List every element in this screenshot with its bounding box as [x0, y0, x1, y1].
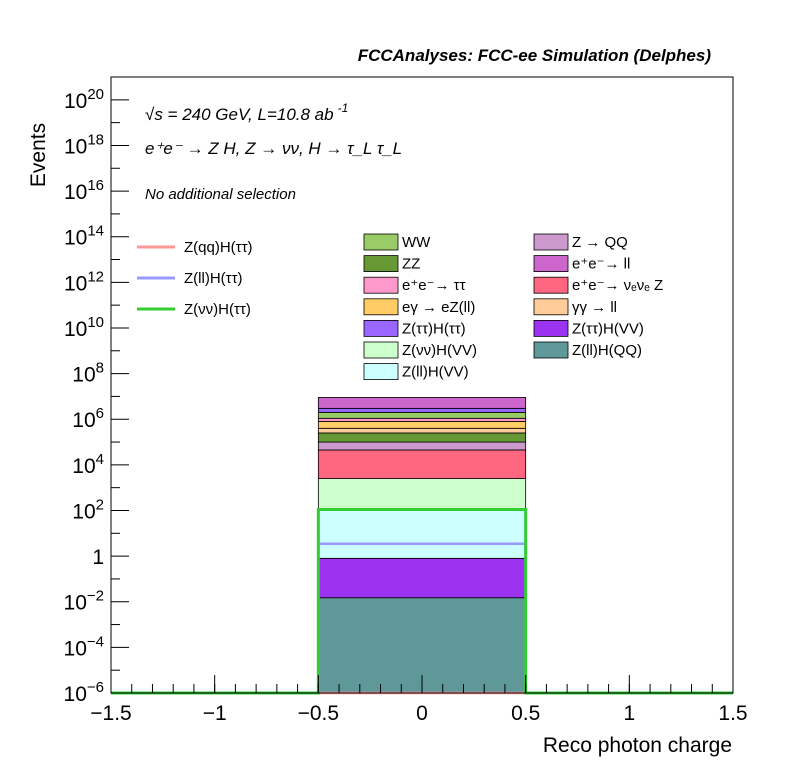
stack-bar-5 — [317, 441, 527, 451]
x-tick-label: −1 — [203, 702, 227, 725]
legend-swatch — [363, 255, 399, 273]
legend-swatch — [533, 319, 569, 337]
y-tick-label: 1016 — [64, 177, 104, 204]
stack-bar-2 — [317, 508, 527, 559]
y-tick-label: 1 — [92, 546, 104, 569]
y-tick-label: 106 — [72, 405, 104, 432]
stack-bar-1 — [317, 557, 527, 599]
legend-label: ZZ — [402, 256, 420, 273]
legend-swatch — [533, 341, 569, 359]
stack-bar-11 — [317, 407, 527, 413]
legend-label: e⁺e⁻→ ll — [572, 256, 630, 273]
x-tick-label: 0.5 — [511, 702, 540, 725]
legend-label: Z(ll)H(ττ) — [184, 270, 243, 287]
selection-annotation: No additional selection — [145, 186, 296, 203]
y-tick-label: 1020 — [64, 86, 104, 113]
stack-bar-10 — [317, 411, 527, 419]
stack-bar-3 — [317, 478, 527, 510]
y-tick-label: 1012 — [64, 268, 104, 295]
x-tick-label: −1.5 — [90, 702, 131, 725]
x-tick-label: 1 — [623, 702, 635, 725]
y-tick-label: 10−2 — [64, 588, 104, 615]
y-tick-label: 1018 — [64, 131, 104, 158]
x-axis-label: Reco photon charge — [543, 734, 732, 757]
y-axis-label: Events — [27, 123, 50, 187]
x-tick-label: −0.5 — [298, 702, 339, 725]
y-axis: 10−6 10−4 10−2 1 102 104 106 108 1010 1012 1014 101… — [64, 76, 129, 706]
process-annotation: e⁺e⁻ → Z H, Z → νν, H → τ_L τ_L — [145, 139, 402, 158]
stack-bar-6 — [317, 432, 527, 443]
stack-bars — [317, 397, 527, 694]
legend-swatch — [363, 319, 399, 337]
stack-bar-7 — [317, 427, 527, 434]
energy-annotation: √s = 240 GeV, L=10.8 ab -1 — [145, 101, 348, 124]
legend-label: Z(νν)H(VV) — [402, 342, 477, 359]
y-tick-label: 1010 — [64, 314, 104, 341]
y-tick-label: 102 — [72, 496, 104, 523]
legend-label: Z(ττ)H(ττ) — [402, 320, 466, 337]
legend-label: Z(ττ)H(VV) — [572, 320, 644, 337]
legend-label: e⁺e⁻→ ττ — [402, 277, 466, 294]
y-tick-label: 1014 — [64, 223, 104, 250]
legend-label: Z(ll)H(QQ) — [572, 342, 642, 359]
legend-swatch — [533, 276, 569, 294]
x-tick-label: 1.5 — [718, 702, 747, 725]
legend-label: WW — [402, 234, 431, 251]
x-axis: −1.5 −1 −0.5 0 0.5 1 1.5 — [90, 675, 748, 725]
y-tick-label: 108 — [72, 360, 104, 387]
legend-swatch — [533, 298, 569, 316]
stack-bar-12 — [317, 397, 527, 409]
stack-bar-9 — [317, 417, 527, 422]
legend-label: eγ → eZ(ll) — [402, 299, 475, 316]
legend-label: Z(qq)H(ττ) — [184, 239, 253, 256]
header-title: FCCAnalyses: FCC-ee Simulation (Delphes) — [358, 46, 712, 65]
legend-swatch — [533, 255, 569, 273]
legend-swatch — [363, 341, 399, 359]
legend-label: e⁺e⁻→ νₑνₑ Z — [572, 277, 663, 294]
stack-bar-4 — [317, 449, 527, 479]
legend-label: Z(ll)H(VV) — [402, 364, 469, 381]
legend-label: Z → QQ — [572, 234, 628, 251]
legend-swatch — [363, 276, 399, 294]
y-tick-label: 10−4 — [64, 633, 104, 660]
y-tick-label: 10−6 — [64, 679, 104, 706]
legend-swatch — [533, 233, 569, 251]
legend-label: γγ → ll — [572, 299, 617, 316]
x-tick-label: 0 — [416, 702, 428, 725]
legend-swatch — [363, 233, 399, 251]
y-tick-label: 104 — [72, 451, 104, 478]
stack-bar-8 — [317, 421, 527, 429]
legend-label: Z(νν)H(ττ) — [184, 301, 251, 318]
legend-swatch — [363, 363, 399, 381]
legend-swatch — [363, 298, 399, 316]
legend: Z(qq)H(ττ) Z(ll)H(ττ) Z(νν)H(ττ) WW ZZ e⁺e⁻→ … — [137, 233, 663, 381]
